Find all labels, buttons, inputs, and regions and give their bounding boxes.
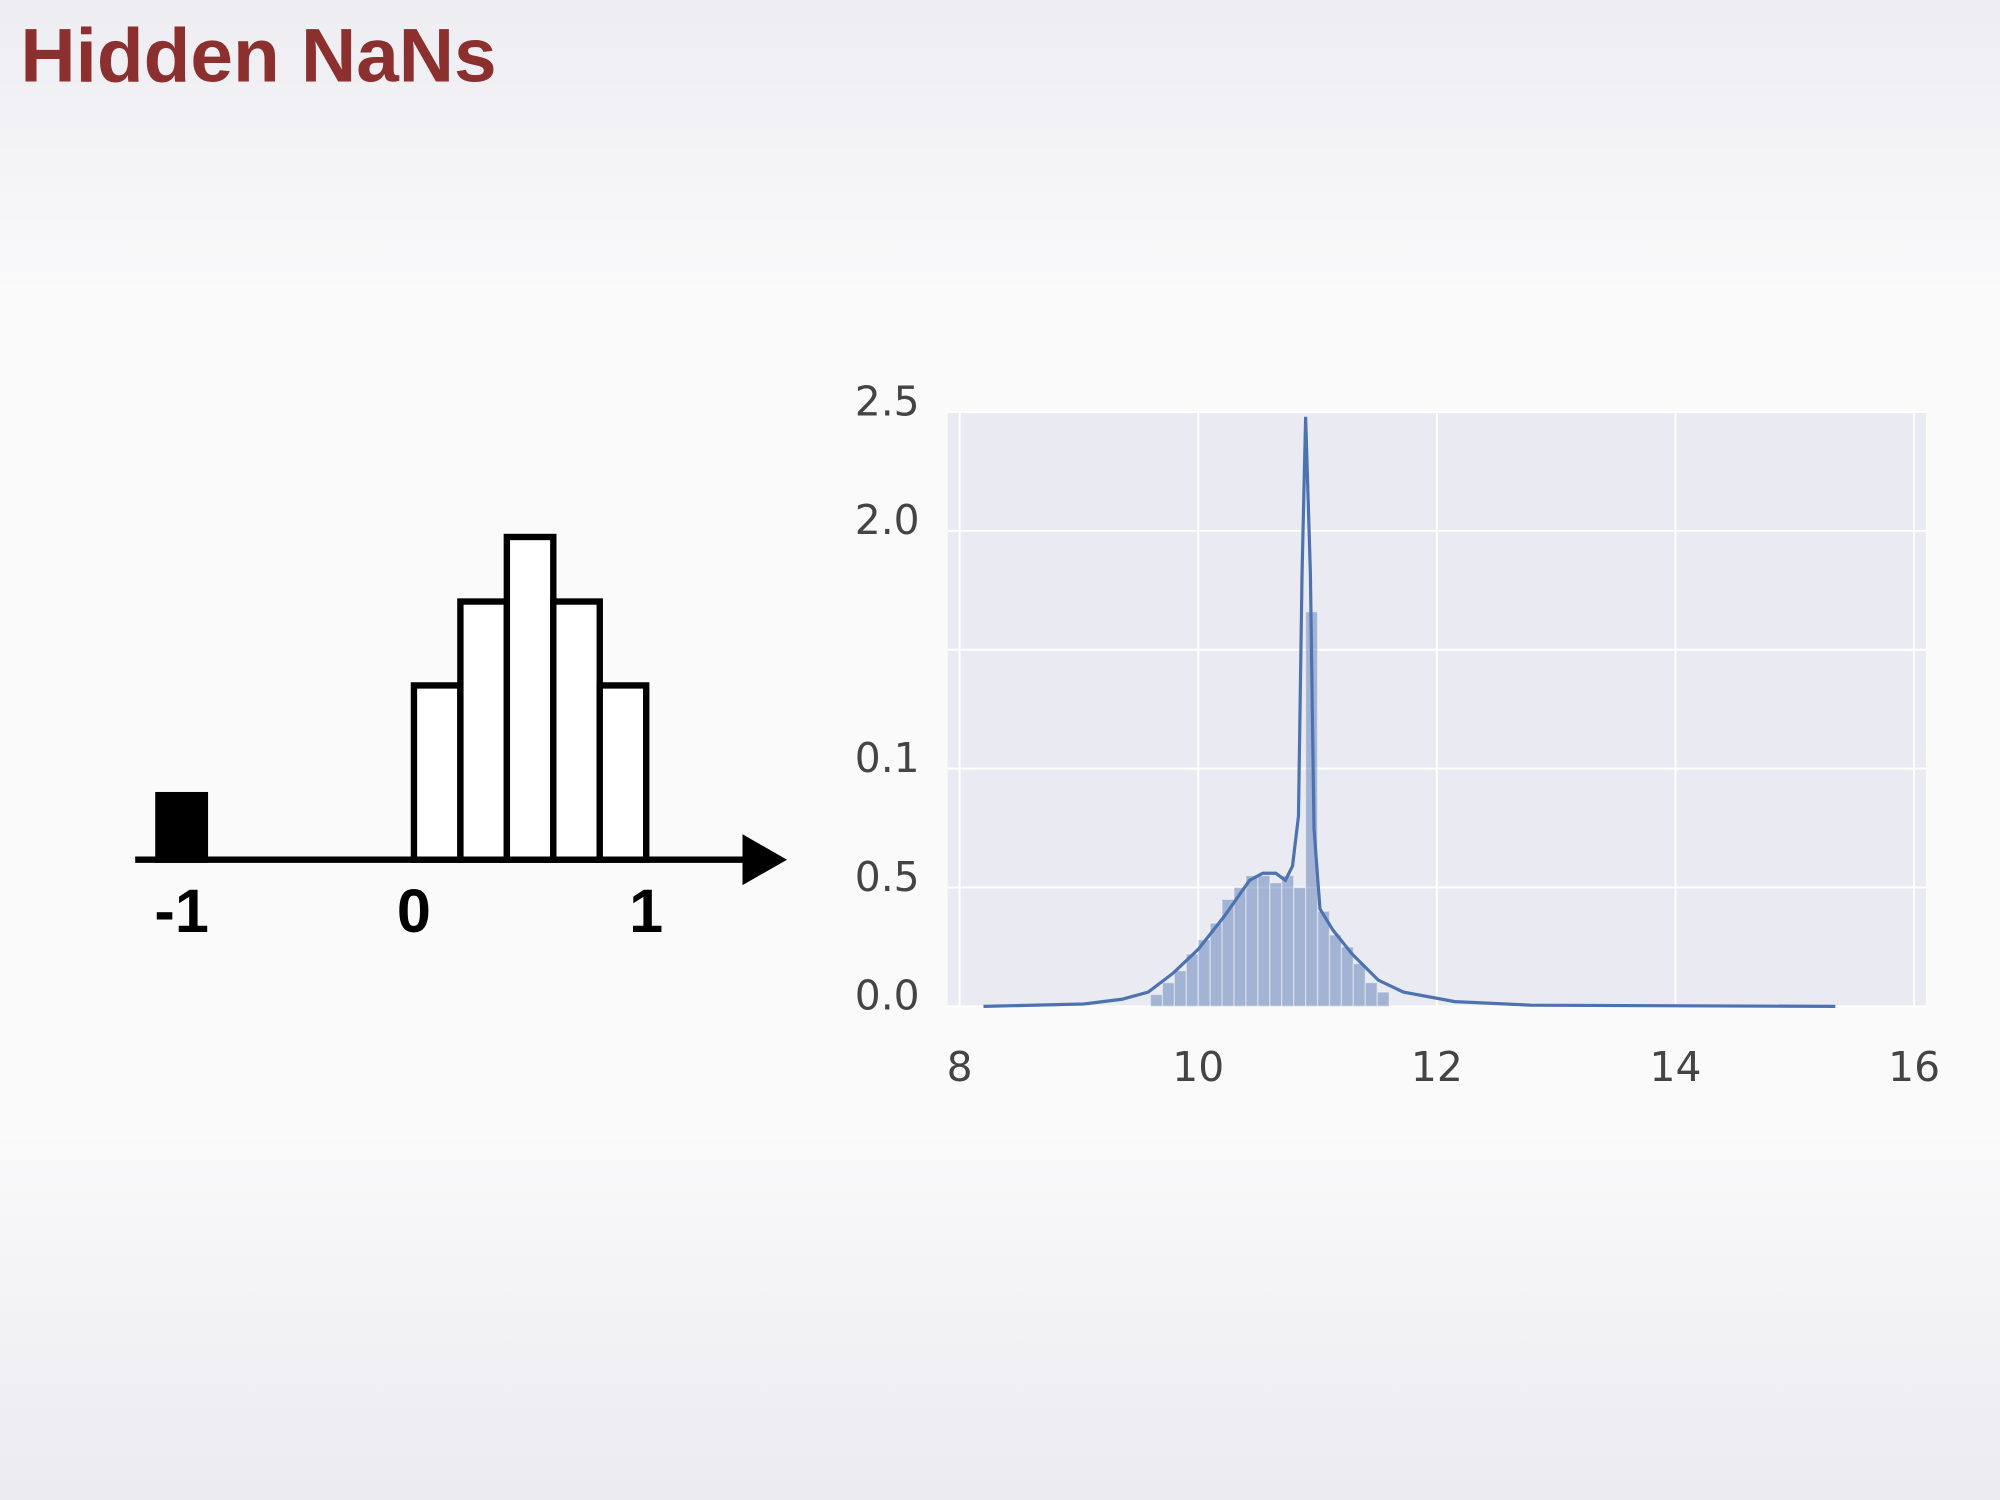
y-tick-label: 2.5 [855, 377, 920, 425]
x-tick-label: 12 [1411, 1043, 1463, 1091]
histogram-bar [1221, 898, 1235, 1008]
histogram-bar [1281, 874, 1295, 1008]
histogram-bar [1364, 981, 1378, 1008]
histogram-bar [1149, 993, 1164, 1008]
histogram-bar [410, 682, 464, 863]
histogram-bar [1257, 874, 1271, 1008]
x-tick-label: 8 [947, 1043, 973, 1091]
histogram-bar [155, 791, 209, 863]
histogram-bar [1185, 953, 1199, 1008]
histogram-bar [1161, 981, 1176, 1008]
histogram-bar [550, 598, 603, 863]
histogram-bar [1245, 874, 1259, 1008]
histogram-bar [1328, 934, 1343, 1008]
x-tick-label: -1 [154, 877, 208, 945]
histogram-bar [1197, 939, 1211, 1008]
histogram-bar [1209, 922, 1223, 1008]
x-tick-label: 16 [1888, 1043, 1940, 1091]
x-tick-label: 0 [397, 877, 431, 945]
kde-line [983, 416, 1836, 1008]
x-tick-label: 14 [1650, 1043, 1702, 1091]
histogram-bar [1376, 991, 1390, 1008]
histogram-bar [1316, 910, 1331, 1008]
y-tick-label: 0.1 [855, 734, 920, 782]
histogram-bar [503, 533, 557, 863]
histogram-bar [457, 598, 511, 863]
histogram-bar [1293, 886, 1307, 1008]
histogram-bar [1233, 886, 1247, 1008]
y-tick-label: 0.0 [855, 972, 920, 1020]
histogram-bar [596, 682, 650, 863]
x-tick-label: 1 [629, 877, 663, 945]
histogram-bar [1269, 882, 1283, 1008]
histogram-bar [1352, 962, 1366, 1008]
histogram-bar [1340, 946, 1354, 1008]
slide-title: Hidden NaNs [20, 13, 496, 98]
y-tick-label: 2.0 [855, 496, 920, 544]
y-tick-label: 0.5 [855, 853, 920, 901]
histogram-bar [1173, 970, 1187, 1008]
x-tick-label: 10 [1172, 1043, 1224, 1091]
